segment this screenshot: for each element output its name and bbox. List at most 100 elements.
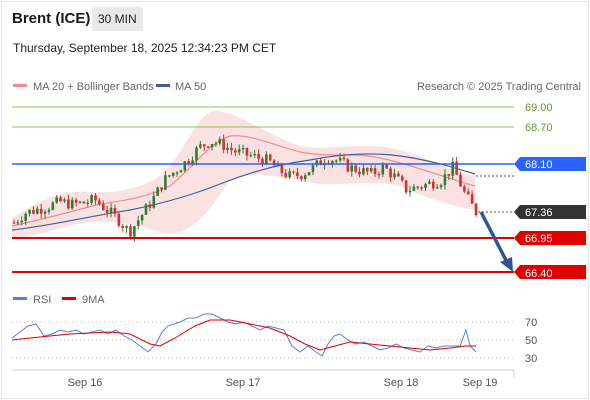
candle-body [136, 220, 140, 227]
candle-body [175, 172, 179, 174]
candle-body [28, 209, 31, 214]
candle-body [241, 147, 245, 150]
candle-body [265, 154, 268, 165]
copyright-label: Research © 2025 Trading Central [417, 81, 581, 93]
candle-body [245, 147, 249, 156]
ma50-line [11, 153, 476, 231]
instrument-title: Brent (ICE) [12, 10, 91, 27]
candle-body [334, 160, 338, 162]
candle-body [466, 191, 470, 195]
candle-body [191, 160, 194, 164]
x-axis-label-sep18: Sep 18 [384, 377, 419, 389]
candle-body [385, 164, 389, 169]
candle-body [82, 201, 86, 204]
candle-body [121, 225, 125, 228]
candle-body [303, 175, 307, 180]
rsi-axis-label-50: 50 [525, 335, 537, 347]
level-label-69-00: 69.00 [525, 102, 553, 114]
candle-body [292, 171, 295, 173]
candle-body [319, 160, 323, 166]
candle-body [86, 202, 90, 204]
candle-body [257, 154, 260, 159]
candle-body [439, 185, 443, 188]
candle-body [459, 174, 462, 187]
candle-body [63, 199, 66, 202]
ma20-legend-swatch [13, 84, 27, 87]
rsi-axis-label-70: 70 [525, 317, 537, 329]
candle-body [35, 208, 39, 214]
candle-body [470, 194, 474, 204]
candle-body [144, 204, 148, 215]
candle-body [451, 161, 455, 176]
candle-body [152, 195, 156, 208]
candle-body [455, 161, 458, 175]
candle-body [447, 174, 451, 176]
candle-body [164, 175, 167, 190]
level-tag-66-40: 66.40 [514, 265, 586, 280]
candle-body [199, 144, 202, 148]
candle-body [32, 209, 35, 214]
projection-arrow-shaft [479, 211, 510, 265]
candle-body [183, 161, 187, 171]
candle-body [78, 201, 82, 203]
candle-body [148, 204, 152, 208]
candle-body [74, 199, 78, 203]
candle-body [412, 186, 416, 191]
candle-body [400, 176, 404, 181]
candle-body [307, 172, 311, 176]
last-price-tag-text: 67.36 [525, 207, 553, 219]
candle-body [20, 220, 24, 223]
candle-body [210, 144, 214, 148]
candle-body [233, 150, 237, 153]
ma50-legend-swatch [156, 84, 170, 87]
candle-body [67, 199, 70, 209]
candle-body [16, 222, 20, 224]
candle-body [101, 204, 105, 210]
candle-body [362, 167, 365, 175]
candle-body [113, 207, 117, 214]
candle-body [237, 149, 241, 153]
candle-body [431, 181, 435, 189]
level-tag-66-95-text: 66.95 [525, 233, 553, 245]
candle-body [338, 157, 342, 161]
candle-body [94, 195, 97, 201]
candle-body [214, 143, 218, 145]
candle-body [284, 173, 288, 178]
candle-body [90, 195, 93, 203]
ma20-legend-label: MA 20 + Bollinger Bands [33, 81, 154, 93]
level-tag-68-10-text: 68.10 [525, 159, 553, 171]
candle-body [358, 171, 361, 175]
candle-body [171, 172, 175, 176]
candle-body [350, 165, 354, 172]
candle-body [55, 197, 59, 203]
last-price-tag: 67.36 [514, 205, 586, 219]
candle-body [202, 144, 206, 147]
level-tag-66-95: 66.95 [514, 231, 586, 245]
candle-body [43, 211, 47, 214]
candle-body [331, 161, 334, 164]
ma9-line [11, 319, 476, 351]
candle-body [443, 174, 447, 186]
candle-body [393, 173, 396, 178]
ma9-legend-label: 9MA [82, 294, 105, 306]
candle-body [463, 186, 466, 192]
timeframe-button[interactable]: 30 MIN [92, 7, 143, 31]
candle-body [105, 209, 109, 213]
candle-body [397, 173, 400, 177]
candle-body [404, 180, 408, 193]
candle-body [280, 163, 284, 174]
bollinger-band [12, 111, 475, 240]
candle-body [408, 190, 412, 193]
candle-body [377, 173, 381, 176]
candle-body [47, 209, 51, 212]
ma50-legend-label: MA 50 [175, 81, 206, 93]
candle-body [129, 226, 132, 237]
candle-body [230, 147, 233, 151]
candle-body [206, 146, 210, 148]
candle-body [474, 203, 478, 216]
candle-body [288, 171, 291, 178]
rsi-axis-label-30: 30 [525, 353, 537, 365]
candle-body [218, 139, 222, 144]
candle-body [98, 200, 101, 205]
rsi-line [11, 313, 477, 357]
